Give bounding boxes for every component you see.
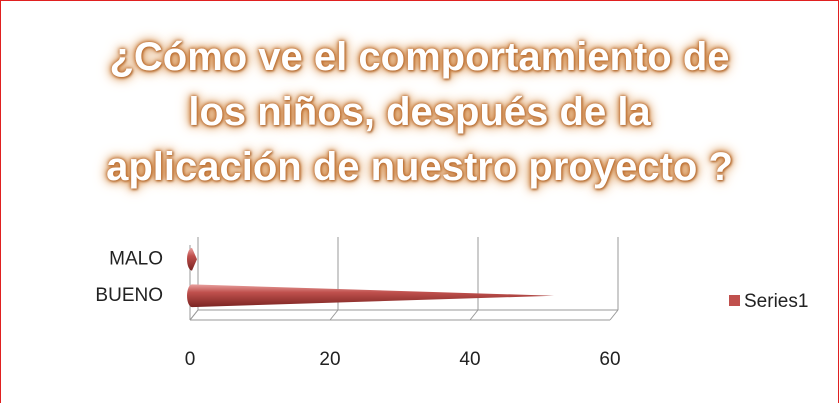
chart-title: ¿Cómo ve el comportamiento de los niños,…	[0, 30, 839, 195]
grid-line	[469, 309, 479, 321]
bar	[187, 247, 197, 271]
title-line: los niños, después de la	[188, 90, 651, 134]
title-line: aplicación de nuestro proyecto ?	[106, 145, 733, 189]
grid-line	[189, 309, 199, 321]
grid-line	[329, 309, 339, 321]
x-tick-label: 60	[599, 349, 620, 370]
x-tick-label: 0	[185, 349, 196, 370]
x-tick-label: 40	[459, 349, 480, 370]
bar	[187, 284, 554, 308]
y-tick-label: MALO	[109, 248, 163, 269]
y-tick-label: BUENO	[95, 285, 163, 306]
legend-label: Series1	[744, 291, 808, 312]
grid-line	[609, 309, 619, 321]
x-tick-label: 20	[319, 349, 340, 370]
legend-swatch	[729, 295, 740, 306]
title-line: ¿Cómo ve el comportamiento de	[109, 35, 730, 79]
